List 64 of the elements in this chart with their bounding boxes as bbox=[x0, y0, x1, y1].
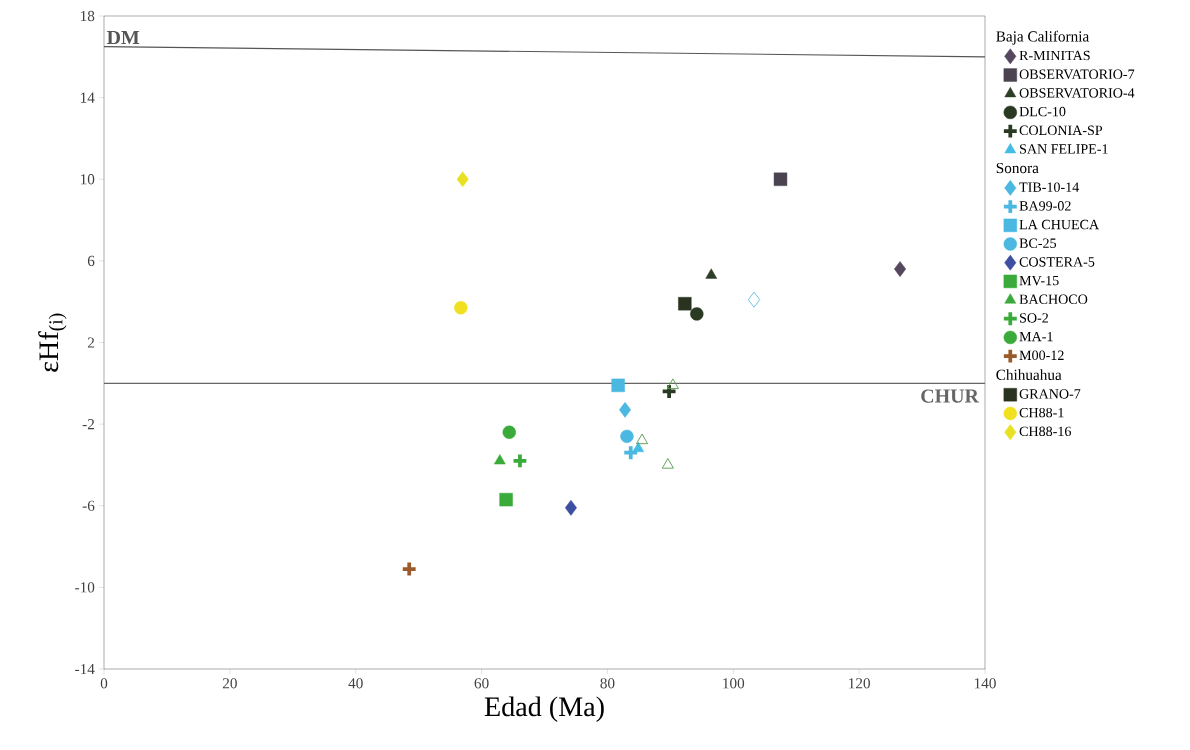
ref-line-label: CHUR bbox=[921, 389, 980, 403]
x-axis-title: Edad (Ma) bbox=[484, 696, 604, 722]
legend-label: DLC-10 bbox=[1019, 106, 1066, 117]
x-tick-label: 100 bbox=[723, 678, 745, 689]
legend-label: SO-2 bbox=[1020, 313, 1048, 323]
y-axis-title: εHf$_{(i)}$ bbox=[38, 313, 67, 372]
point bbox=[690, 307, 704, 321]
text: Baja California bbox=[996, 30, 1090, 45]
point bbox=[678, 297, 692, 311]
point bbox=[773, 172, 788, 186]
legend-label: OBSERVATORIO-7 bbox=[1019, 69, 1135, 80]
y-tick-label: 6 bbox=[87, 255, 95, 266]
point bbox=[611, 378, 625, 393]
legend-label: BC-25 bbox=[1019, 238, 1057, 248]
point bbox=[666, 378, 679, 390]
legend-label: COSTERA-5 bbox=[1019, 257, 1095, 267]
legend-label: GRANO-7 bbox=[1019, 389, 1081, 399]
point bbox=[494, 454, 506, 465]
point bbox=[499, 492, 513, 507]
point bbox=[622, 444, 640, 462]
legend-label: MA-1 bbox=[1019, 331, 1053, 342]
series-label: DM bbox=[106, 30, 140, 45]
legend-label: CH88-16 bbox=[1019, 426, 1071, 437]
y-tick-label: 18 bbox=[80, 10, 95, 22]
y-tick-label: 14 bbox=[80, 92, 95, 103]
point bbox=[564, 499, 577, 516]
legend-label: COLONIA-SP bbox=[1019, 125, 1103, 136]
legend-label: CH88-1 bbox=[1019, 407, 1064, 418]
y-tick-label: -6 bbox=[82, 500, 95, 511]
point bbox=[511, 452, 529, 470]
text: Sonora bbox=[996, 162, 1039, 174]
legend-label: BACHOCO bbox=[1019, 294, 1088, 304]
text: Chihuahua bbox=[996, 369, 1062, 380]
x-tick-label: 60 bbox=[474, 678, 489, 689]
legend-label: TIB-10-14 bbox=[1019, 182, 1079, 192]
y-tick-label: 10 bbox=[80, 174, 95, 185]
y-tick-label: -10 bbox=[75, 582, 95, 593]
point bbox=[747, 291, 761, 308]
legend-label: M00-12 bbox=[1019, 350, 1064, 361]
point bbox=[635, 433, 649, 445]
point bbox=[705, 268, 718, 279]
legend-label: R-MINITAS bbox=[1019, 50, 1090, 61]
point bbox=[620, 429, 634, 444]
point bbox=[400, 560, 418, 578]
point bbox=[894, 261, 906, 277]
y-tick-label: 2 bbox=[87, 337, 95, 348]
point bbox=[619, 401, 631, 418]
x-tick-label: 0 bbox=[100, 678, 108, 689]
x-tick-label: 120 bbox=[849, 678, 870, 689]
legend-label: MV-15 bbox=[1019, 275, 1059, 286]
y-tick-label: -2 bbox=[82, 419, 95, 430]
legend-label: SAN FELIPE-1 bbox=[1020, 144, 1108, 154]
legend-label: LA CHUECA bbox=[1019, 219, 1100, 230]
point bbox=[456, 171, 469, 188]
point bbox=[661, 458, 674, 469]
y-tick-label: -14 bbox=[75, 663, 95, 675]
legend-label: OBSERVATORIO-4 bbox=[1019, 88, 1135, 98]
legend-label: BA99-02 bbox=[1019, 201, 1071, 211]
point bbox=[454, 301, 468, 315]
point bbox=[502, 425, 516, 439]
x-tick-label: 140 bbox=[974, 678, 996, 689]
x-tick-label: 20 bbox=[222, 678, 237, 689]
x-tick-label: 80 bbox=[600, 678, 615, 689]
x-tick-label: 40 bbox=[348, 678, 363, 689]
